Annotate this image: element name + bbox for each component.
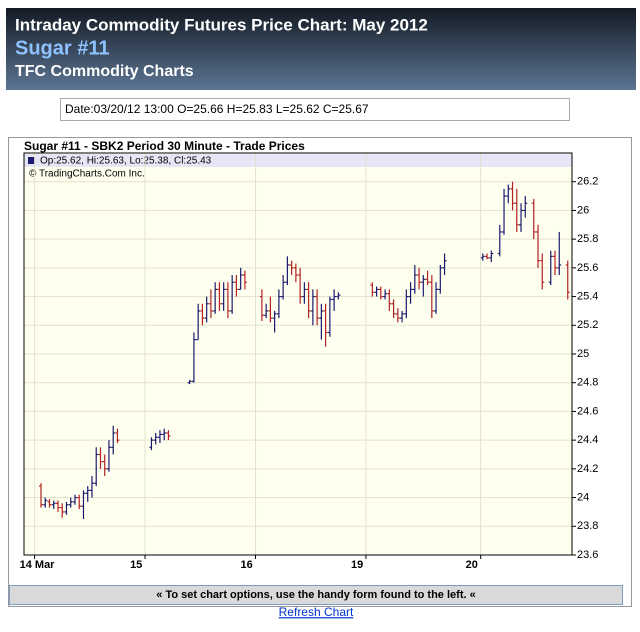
plot-frame [23,152,573,556]
header-title: Intraday Commodity Futures Price Chart: … [15,15,428,34]
footer-note: « To set chart options, use the handy fo… [156,589,475,601]
legend-text: Op:25.62, Hi:25.63, Lo:25.38, Cl:25.43 [40,156,212,167]
y-tick-label: 23.6 [577,549,598,561]
date-box [60,98,570,121]
copyright: © TradingCharts.Com Inc. [29,169,145,180]
legend-swatch [28,157,35,164]
y-tick-label: 23.8 [577,520,598,532]
y-tick-label: 25.8 [577,233,598,245]
x-tick-label: 14 Mar [20,559,56,571]
chart-title: Sugar #11 - SBK2 Period 30 Minute - Trad… [24,139,305,153]
header-site: TFC Commodity Charts [15,63,194,80]
y-tick-label: 24.4 [577,434,598,446]
footer-bar [9,585,623,605]
x-tick-label: 19 [351,559,363,571]
x-tick-label: 20 [466,559,478,571]
legend-band [24,154,572,167]
header-commodity: Sugar #11 [15,37,110,59]
refresh-link[interactable]: Refresh Chart [279,605,354,619]
y-tick-label: 26 [577,204,589,216]
y-tick-label: 25.6 [577,262,598,274]
y-tick-label: 25 [577,348,589,360]
y-tick-label: 24.8 [577,377,598,389]
y-tick-label: 25.2 [577,319,598,331]
y-tick-label: 25.4 [577,290,598,302]
x-tick-label: 15 [130,559,142,571]
date-text: Date:03/20/12 13:00 O=25.66 H=25.83 L=25… [65,102,369,116]
y-tick-label: 24 [577,491,589,503]
y-tick-label: 24.2 [577,463,598,475]
y-tick-label: 24.6 [577,405,598,417]
y-tick-label: 26.2 [577,176,598,188]
header-band [6,8,636,90]
x-tick-label: 16 [241,559,253,571]
